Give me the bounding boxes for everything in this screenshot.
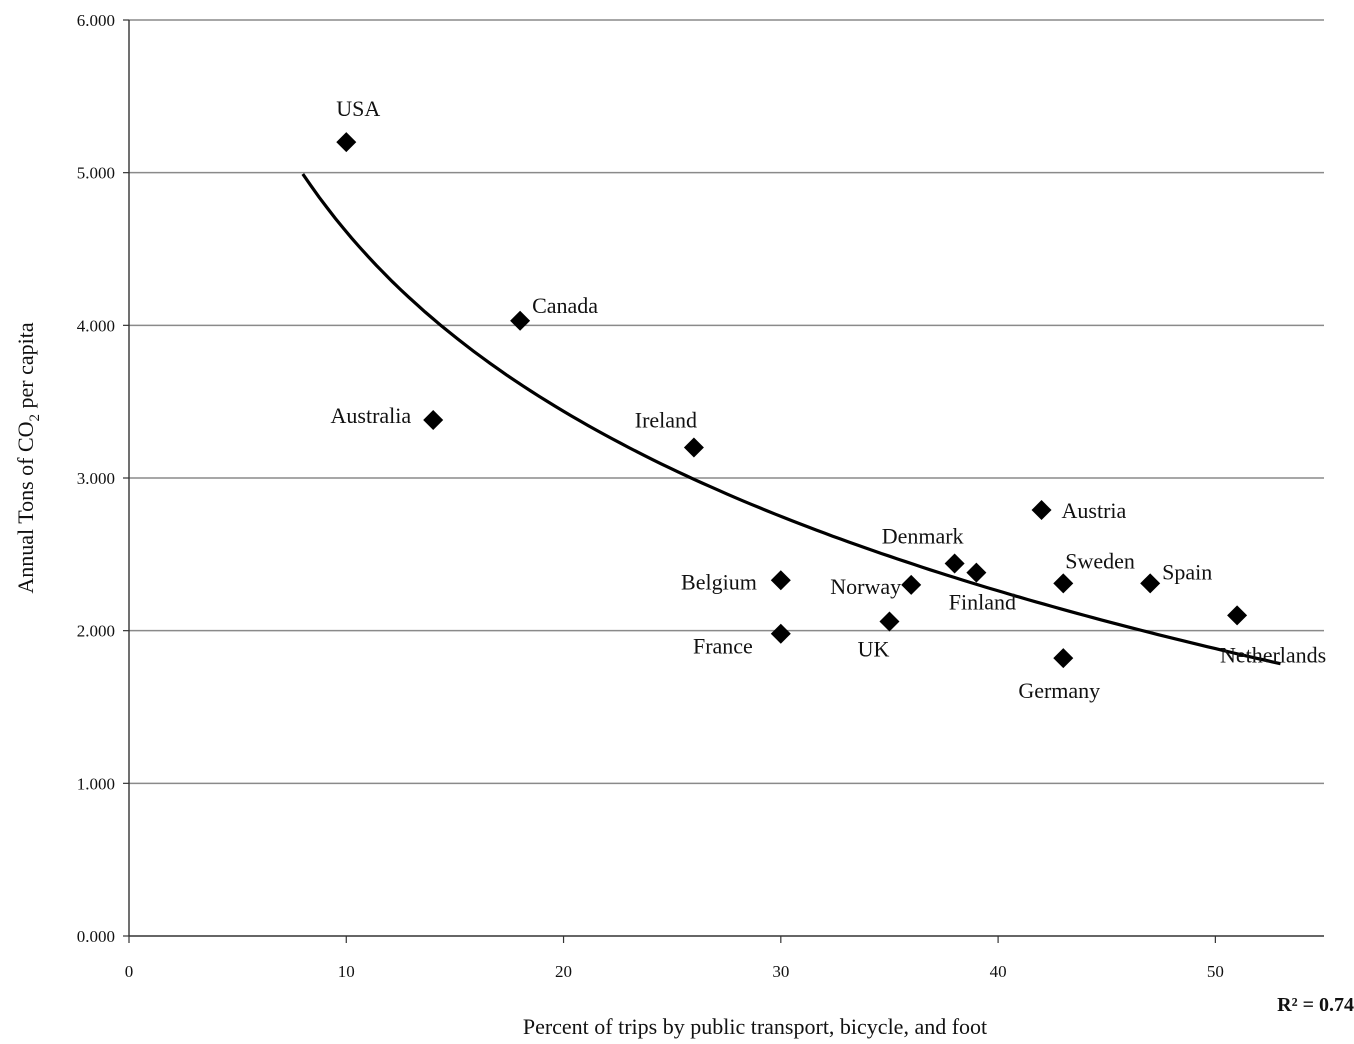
data-point-spain (1140, 573, 1161, 594)
data-point-austria (1031, 500, 1052, 521)
x-tick-label: 0 (125, 962, 134, 981)
data-point-australia (423, 409, 444, 430)
point-label-france: France (693, 634, 753, 659)
point-label-norway: Norway (830, 574, 901, 599)
point-label-denmark: Denmark (882, 523, 964, 548)
y-tick-label: 0.000 (77, 927, 115, 946)
y-tick-label: 3.000 (77, 469, 115, 488)
point-label-australia: Australia (331, 403, 412, 428)
point-label-netherlands: Netherlands (1220, 642, 1326, 667)
y-axis-title: Annual Tons of CO2 per capita (13, 322, 43, 594)
data-point-belgium (770, 570, 791, 591)
y-tick-label: 4.000 (77, 316, 115, 335)
data-points (336, 132, 1248, 669)
x-tick-label: 40 (990, 962, 1007, 981)
data-point-norway (901, 574, 922, 595)
point-label-canada: Canada (532, 293, 598, 318)
x-tick-label: 20 (555, 962, 572, 981)
x-tick-label: 30 (772, 962, 789, 981)
point-labels: USA Canada Australia Ireland Austria Denmark F… (331, 96, 1327, 703)
point-label-austria: Austria (1062, 498, 1127, 523)
y-tick-label: 2.000 (77, 622, 115, 641)
point-label-belgium: Belgium (681, 569, 757, 594)
y-tick-label: 6.000 (77, 11, 115, 30)
trendline (301, 173, 1281, 666)
data-point-finland (966, 562, 987, 583)
data-point-netherlands (1227, 605, 1248, 626)
axes: 0.000 1.000 2.000 3.000 4.000 5.000 6.000 0 10 20… (77, 11, 1324, 981)
y-axis-title-subscript: 2 (27, 414, 43, 422)
data-point-canada (510, 310, 531, 331)
data-point-uk (879, 611, 900, 632)
point-label-spain: Spain (1162, 559, 1212, 584)
data-point-ireland (683, 437, 704, 458)
gridlines (129, 19, 1324, 785)
x-tick-label: 50 (1207, 962, 1224, 981)
y-axis-title-prefix: Annual Tons of CO (13, 421, 38, 593)
point-label-ireland: Ireland (635, 407, 697, 432)
point-label-finland: Finland (949, 590, 1016, 615)
x-axis-title: Percent of trips by public transport, bi… (523, 1014, 987, 1039)
point-label-germany: Germany (1018, 678, 1100, 703)
point-label-sweden: Sweden (1065, 548, 1135, 573)
y-axis-title-suffix: per capita (13, 322, 38, 414)
y-tick-label: 5.000 (77, 164, 115, 183)
point-label-usa: USA (336, 96, 380, 121)
data-point-sweden (1053, 573, 1074, 594)
r-squared-label: R² = 0.74 (1277, 994, 1354, 1016)
point-label-uk: UK (858, 637, 890, 662)
x-tick-label: 10 (338, 962, 355, 981)
data-point-denmark (944, 553, 965, 574)
trendline-group (301, 173, 1281, 666)
y-tick-label: 1.000 (77, 774, 115, 793)
data-point-france (770, 623, 791, 644)
data-point-germany (1053, 648, 1074, 669)
data-point-usa (336, 132, 357, 153)
